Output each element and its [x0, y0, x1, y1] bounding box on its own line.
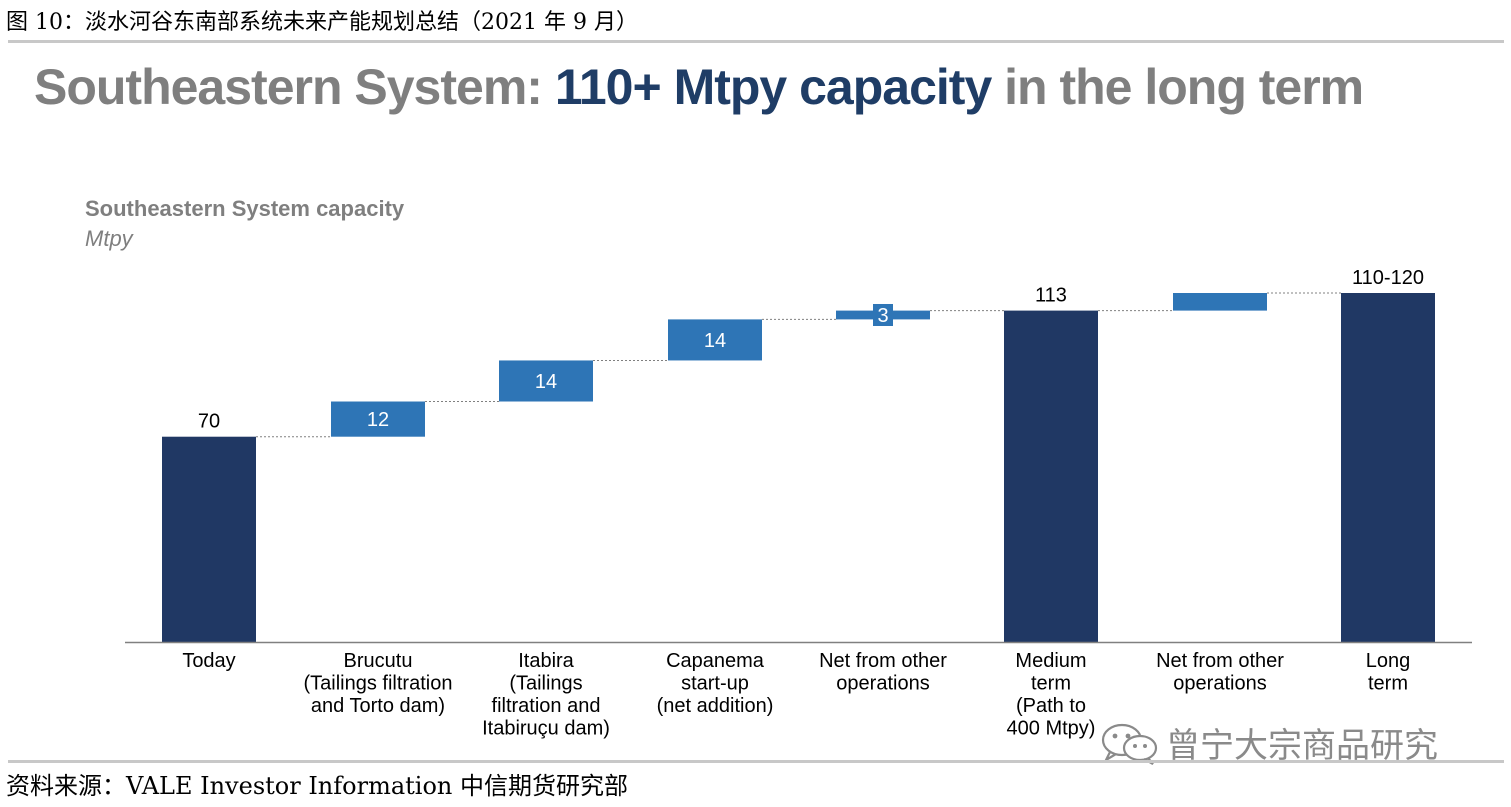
data-label: 113: [1035, 285, 1067, 307]
category-label: (Path to: [1016, 695, 1086, 717]
watermark-text: 曾宁大宗商品研究: [1166, 726, 1438, 766]
category-label: Long: [1366, 650, 1411, 672]
chart-title: Southeastern System capacity: [85, 196, 405, 221]
total-bar: [1004, 310, 1098, 642]
category-label: Itabira: [518, 650, 574, 672]
headline: Southeastern System: 110+ Mtpy capacity …: [34, 58, 1364, 116]
category-label: start-up: [681, 673, 749, 695]
headline-highlight: 110+ Mtpy capacity: [554, 59, 992, 115]
data-label-box: [873, 303, 893, 326]
category-label: Itabiruçu dam): [482, 718, 610, 740]
category-label: (net addition): [657, 695, 774, 717]
increment-bar: [668, 319, 762, 361]
bottom-divider: [8, 760, 1504, 763]
increment-bar: [331, 401, 425, 437]
category-label: term: [1368, 673, 1408, 695]
data-label: 12: [367, 409, 389, 431]
category-label: operations: [836, 673, 929, 695]
category-label: (Tailings filtration: [304, 673, 453, 695]
data-label: 3: [877, 305, 888, 327]
figure-caption: 图 10：淡水河谷东南部系统未来产能规划总结（2021 年 9 月）: [6, 10, 638, 35]
category-label: (Tailings: [509, 673, 582, 695]
category-label: Net from other: [1156, 650, 1284, 672]
category-label: term: [1031, 673, 1071, 695]
data-label: 110-120: [1352, 267, 1424, 289]
category-label: Brucutu: [344, 650, 413, 672]
category-label: Medium: [1015, 650, 1086, 672]
data-label: 14: [535, 371, 557, 393]
increment-bar: [499, 360, 593, 402]
category-label: Today: [182, 650, 235, 672]
headline-part-1: Southeastern System:: [34, 59, 555, 115]
category-label: operations: [1173, 673, 1266, 695]
data-label: 70: [198, 411, 220, 433]
increment-bar: [1173, 293, 1267, 311]
category-label: 400 Mtpy): [1007, 718, 1096, 740]
total-bar: [162, 436, 256, 642]
category-label: Net from other: [819, 650, 947, 672]
total-bar: [1341, 293, 1435, 642]
headline-part-3: in the long term: [991, 59, 1364, 115]
category-label: and Torto dam): [311, 695, 445, 717]
chart-unit-label: Mtpy: [85, 226, 133, 251]
top-divider: [8, 40, 1504, 43]
category-label: filtration and: [492, 695, 601, 717]
watermark: 曾宁大宗商品研究: [1098, 718, 1438, 767]
wechat-icon: [1101, 723, 1158, 765]
data-label: 14: [704, 330, 726, 352]
source-note: 资料来源：VALE Investor Information 中信期货研究部: [6, 772, 628, 800]
category-label: Capanema: [666, 650, 765, 672]
